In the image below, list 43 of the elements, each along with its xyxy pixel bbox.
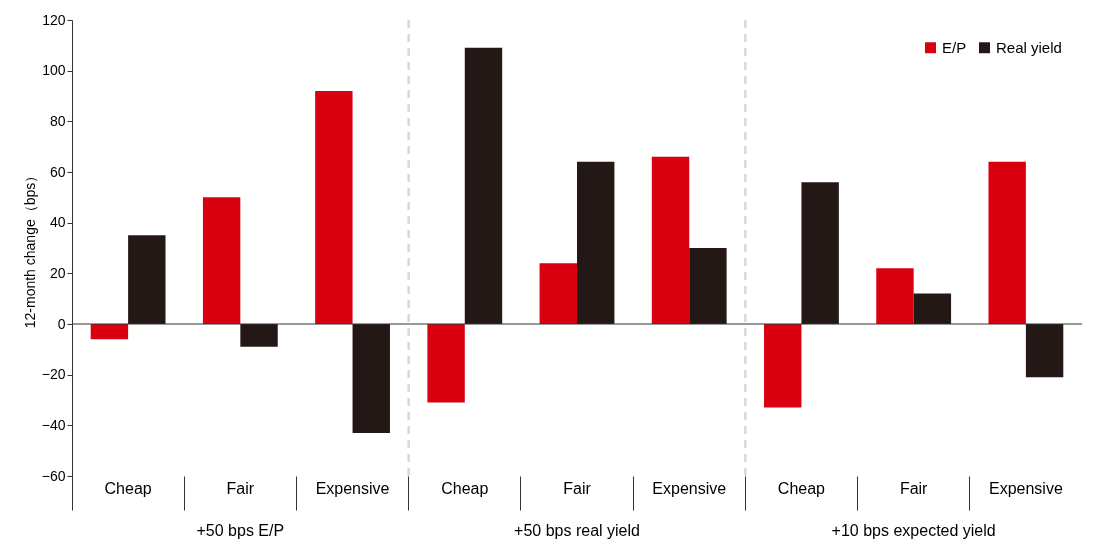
legend-label: E/P [942, 38, 967, 56]
y-tick-label: 100 [42, 62, 66, 79]
bar [464, 47, 503, 324]
bar [651, 156, 690, 324]
bar [90, 324, 129, 340]
text: +50 bps E/P [196, 522, 285, 539]
bar [988, 161, 1026, 324]
legend-label: Real yield [996, 38, 1062, 56]
x-tick-label: Expensive [988, 479, 1063, 497]
y-tick-label: 20 [49, 264, 66, 281]
x-tick-label: Fair [226, 479, 255, 497]
bar [202, 197, 241, 324]
x-tick-label: Cheap [777, 479, 826, 497]
x-tick-label: Expensive [315, 479, 390, 497]
bar [539, 263, 577, 324]
x-tick-label: Fair [899, 479, 929, 497]
y-tick-label: −40 [41, 416, 66, 433]
bar [1025, 324, 1064, 378]
bar [240, 324, 278, 347]
bar [876, 268, 914, 324]
text: +50 bps real yield [514, 522, 640, 539]
bar [577, 161, 615, 324]
y-tick-label: −60 [41, 467, 66, 484]
bar [315, 90, 353, 324]
bar [764, 324, 802, 408]
x-tick-label: Fair [563, 479, 592, 497]
y-tick-label: 120 [42, 11, 66, 28]
x-tick-label: Cheap [104, 479, 152, 497]
y-tick-label: 80 [49, 112, 66, 129]
bar [689, 248, 727, 324]
y-tick-label: 0 [57, 315, 66, 332]
bar [128, 235, 166, 324]
bar [913, 293, 952, 324]
bar [427, 324, 465, 403]
bar [352, 324, 390, 433]
y-tick-label: −20 [41, 366, 66, 383]
y-axis-title: 12-month change（bps） [21, 168, 38, 329]
x-tick-label: Cheap [441, 479, 489, 497]
bar [801, 182, 839, 324]
y-tick-label: 60 [49, 163, 66, 180]
x-tick-label: Expensive [652, 479, 727, 497]
y-tick-label: 40 [49, 214, 66, 231]
text: +10 bps expected yield [831, 522, 996, 539]
